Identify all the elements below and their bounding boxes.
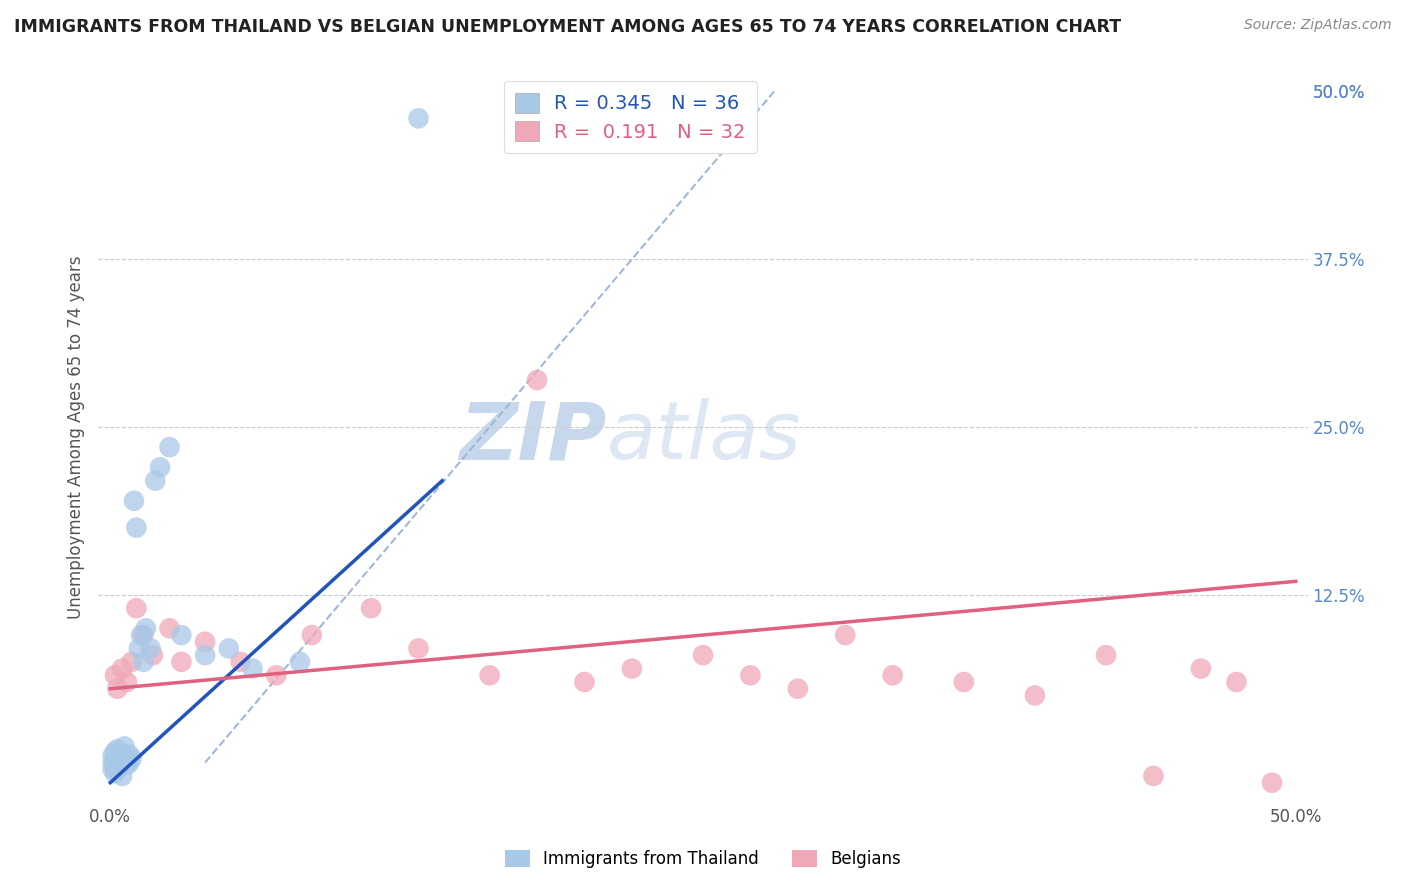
Point xyxy=(129,628,152,642)
Y-axis label: Unemployment Among Ages 65 to 74 years: Unemployment Among Ages 65 to 74 years xyxy=(66,255,84,619)
Point xyxy=(101,756,124,770)
Point xyxy=(408,112,430,126)
Point xyxy=(952,675,974,690)
Point xyxy=(122,493,145,508)
Point xyxy=(132,628,155,642)
Point xyxy=(264,668,287,682)
Point xyxy=(111,769,134,783)
Point xyxy=(159,621,181,635)
Point xyxy=(301,628,323,642)
Point xyxy=(105,742,128,756)
Point xyxy=(194,648,217,662)
Legend: R = 0.345   N = 36, R =  0.191   N = 32: R = 0.345 N = 36, R = 0.191 N = 32 xyxy=(503,81,758,153)
Point xyxy=(170,628,193,642)
Point xyxy=(115,758,138,772)
Text: atlas: atlas xyxy=(606,398,801,476)
Point xyxy=(104,668,127,682)
Point xyxy=(143,474,166,488)
Point xyxy=(101,762,124,776)
Point xyxy=(620,662,643,676)
Point xyxy=(139,641,162,656)
Point xyxy=(1225,675,1247,690)
Point xyxy=(101,748,124,763)
Point xyxy=(118,747,141,762)
Point xyxy=(121,751,143,765)
Point xyxy=(132,655,155,669)
Point xyxy=(288,655,311,669)
Point xyxy=(1261,775,1284,789)
Text: Source: ZipAtlas.com: Source: ZipAtlas.com xyxy=(1244,18,1392,32)
Point xyxy=(360,601,382,615)
Point xyxy=(1189,662,1212,676)
Point xyxy=(740,668,762,682)
Point xyxy=(408,641,430,656)
Point xyxy=(108,759,131,773)
Text: ZIP: ZIP xyxy=(458,398,606,476)
Point xyxy=(1024,689,1046,703)
Point xyxy=(194,634,217,648)
Point xyxy=(114,739,136,754)
Point xyxy=(149,460,172,475)
Point xyxy=(108,748,131,763)
Point xyxy=(574,675,596,690)
Point xyxy=(105,753,128,767)
Point xyxy=(170,655,193,669)
Point xyxy=(834,628,856,642)
Point xyxy=(229,655,252,669)
Point xyxy=(104,756,127,770)
Point xyxy=(882,668,904,682)
Point xyxy=(125,601,148,615)
Point xyxy=(111,754,134,768)
Point xyxy=(115,750,138,764)
Legend: Immigrants from Thailand, Belgians: Immigrants from Thailand, Belgians xyxy=(498,843,908,875)
Point xyxy=(104,766,127,780)
Text: IMMIGRANTS FROM THAILAND VS BELGIAN UNEMPLOYMENT AMONG AGES 65 TO 74 YEARS CORRE: IMMIGRANTS FROM THAILAND VS BELGIAN UNEM… xyxy=(14,18,1121,36)
Point xyxy=(1095,648,1118,662)
Point xyxy=(526,373,548,387)
Point xyxy=(118,756,141,770)
Point xyxy=(125,521,148,535)
Point xyxy=(142,648,165,662)
Point xyxy=(135,621,157,635)
Point xyxy=(105,762,128,776)
Point xyxy=(104,745,127,759)
Point xyxy=(218,641,240,656)
Point xyxy=(692,648,714,662)
Point xyxy=(242,662,264,676)
Point xyxy=(115,675,138,690)
Point xyxy=(111,662,134,676)
Point xyxy=(114,751,136,765)
Point xyxy=(1142,769,1164,783)
Point xyxy=(786,681,808,696)
Point xyxy=(105,681,128,696)
Point xyxy=(478,668,501,682)
Point xyxy=(159,440,181,454)
Point xyxy=(121,655,143,669)
Point xyxy=(128,641,150,656)
